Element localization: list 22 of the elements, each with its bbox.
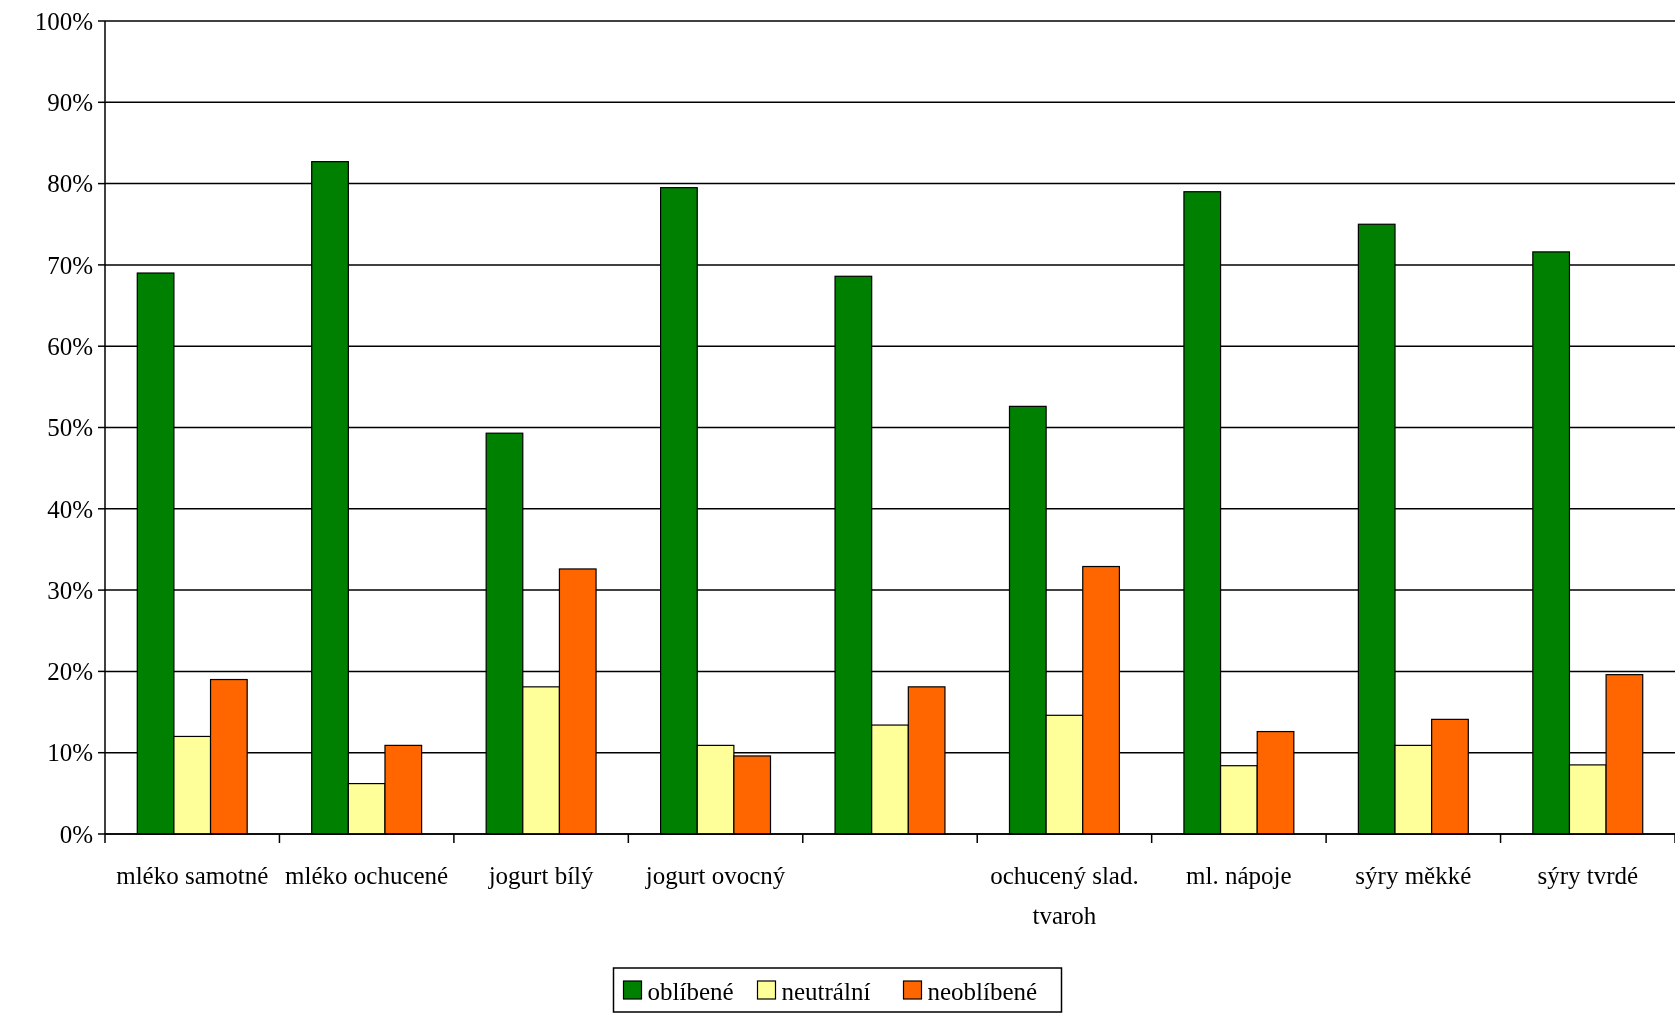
y-tick-label: 70% — [47, 251, 93, 279]
x-tick-label: mléko ochucené — [285, 862, 449, 889]
x-tick-label: ml. nápoje — [1186, 862, 1292, 889]
x-tick-label: sýry měkké — [1355, 862, 1472, 889]
x-tick-label: jogurt ovocný — [644, 862, 786, 889]
x-tick-label: mléko samotné — [116, 862, 269, 889]
y-tick-label: 80% — [47, 170, 93, 198]
y-tick-label: 10% — [47, 739, 93, 767]
x-tick-label: jogurt bílý — [487, 862, 595, 889]
y-tick-label: 50% — [47, 414, 93, 442]
y-tick-label: 100% — [34, 7, 93, 35]
y-tick-label: 90% — [47, 89, 93, 117]
y-tick-label: 30% — [47, 576, 93, 604]
legend-label: oblíbené — [647, 977, 734, 1005]
y-tick-label: 40% — [47, 495, 93, 523]
y-tick-label: 0% — [59, 820, 93, 848]
legend-label: neutrální — [781, 977, 871, 1005]
y-tick-label: 20% — [47, 658, 93, 686]
x-tick-label: sýry tvrdé — [1537, 862, 1639, 889]
x-tick-label: ochucený slad. tvaroh — [990, 862, 1139, 929]
legend-label: neoblíbené — [927, 977, 1038, 1005]
y-tick-label: 60% — [47, 332, 93, 360]
